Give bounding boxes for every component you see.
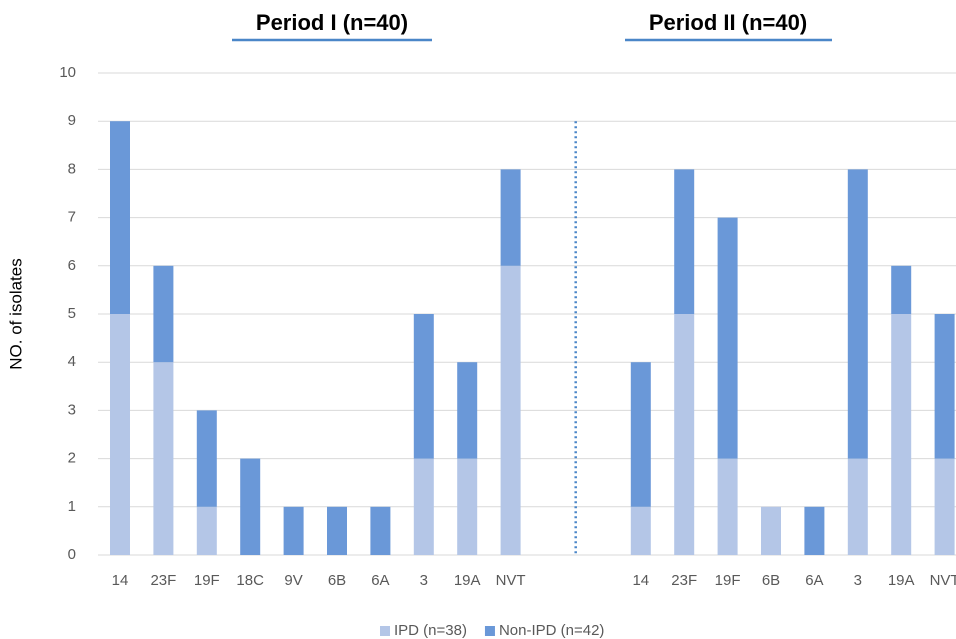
x-tick-label: 19F xyxy=(194,572,220,589)
bar-segment xyxy=(413,314,434,459)
y-axis-label: NO. of isolates xyxy=(6,258,25,370)
bar-segment xyxy=(283,506,304,555)
bar-segment xyxy=(934,458,955,555)
x-tick-label: 6B xyxy=(762,572,780,589)
y-tick-label: 6 xyxy=(68,257,76,274)
bar-segment xyxy=(457,458,478,555)
bar-segment xyxy=(630,506,651,555)
bar-segment xyxy=(457,362,478,459)
x-tick-label: 6A xyxy=(371,572,389,589)
bar-segment xyxy=(110,314,130,555)
y-tick-label: 4 xyxy=(68,353,76,370)
y-tick-label: 9 xyxy=(68,112,76,129)
y-tick-label: 7 xyxy=(68,209,76,226)
legend-label: IPD (n=38) xyxy=(394,622,467,639)
legend-swatch xyxy=(484,626,495,636)
y-tick-label: 8 xyxy=(68,160,76,177)
bar-segment xyxy=(847,169,868,459)
bar-segment xyxy=(891,265,912,314)
bar-segment xyxy=(153,265,174,363)
bar-segment xyxy=(804,506,825,555)
bar-segment xyxy=(153,362,174,555)
x-tick-label: 6B xyxy=(328,572,346,589)
legend-swatch xyxy=(380,626,390,636)
bar-segment xyxy=(674,169,695,314)
x-tick-label: 23F xyxy=(671,572,697,589)
bar-segment xyxy=(761,506,781,555)
y-tick-label: 1 xyxy=(68,498,76,515)
x-tick-label: 19A xyxy=(454,572,481,589)
x-tick-label: 3 xyxy=(854,572,862,589)
x-tick-label: 23F xyxy=(150,572,176,589)
bar-segment xyxy=(891,314,912,555)
y-tick-label: 10 xyxy=(59,64,76,81)
x-tick-label: 19A xyxy=(888,572,915,589)
x-tick-label: 18C xyxy=(236,572,264,589)
period-title: Period I (n=40) xyxy=(256,10,408,35)
bar-segment xyxy=(370,506,391,555)
x-tick-label: 3 xyxy=(420,572,428,589)
y-tick-label: 0 xyxy=(68,546,76,563)
bar-segment xyxy=(934,314,955,459)
x-tick-label: 6A xyxy=(805,572,823,589)
bar-segment xyxy=(717,458,738,555)
x-tick-label: 14 xyxy=(632,572,649,589)
x-tick-label: NVT xyxy=(930,572,956,589)
bar-segment xyxy=(240,458,261,555)
x-tick-label: NVT xyxy=(496,572,526,589)
bar-segment xyxy=(674,314,695,555)
bar-segment xyxy=(110,121,130,314)
bar-segment xyxy=(196,506,217,555)
bar-segment xyxy=(500,169,521,266)
bar-segment xyxy=(413,458,434,555)
x-tick-label: 9V xyxy=(284,572,302,589)
legend-label: Non-IPD (n=42) xyxy=(499,622,604,639)
x-tick-label: 19F xyxy=(715,572,741,589)
x-tick-label: 14 xyxy=(112,572,129,589)
y-tick-label: 2 xyxy=(68,450,76,467)
bar-segment xyxy=(717,217,738,459)
bar-segment xyxy=(500,265,521,555)
period-title: Period II (n=40) xyxy=(649,10,807,35)
y-tick-label: 5 xyxy=(68,305,76,322)
bar-segment xyxy=(196,410,217,507)
bar-segment xyxy=(630,362,651,507)
bar-segment xyxy=(327,506,347,555)
bar-segment xyxy=(847,458,868,555)
y-tick-label: 3 xyxy=(68,401,76,418)
